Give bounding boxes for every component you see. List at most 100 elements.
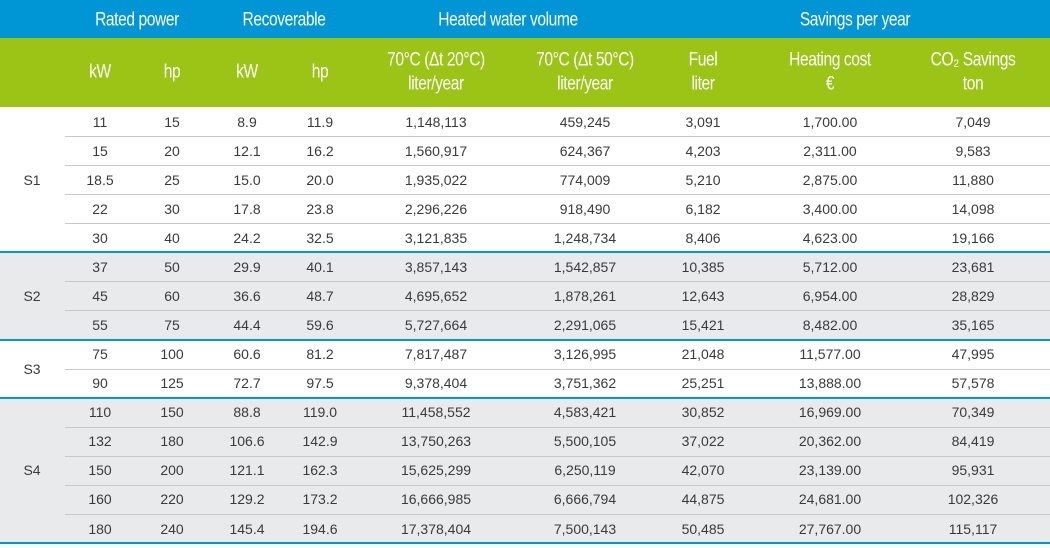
cell: 918,490	[559, 200, 611, 217]
column-header: kW	[89, 61, 111, 83]
cell: 4,583,421	[553, 404, 617, 421]
cell: 25	[164, 171, 180, 188]
cell: 1,542,857	[553, 258, 617, 275]
group-line	[0, 251, 1050, 254]
group-header: Recoverable	[242, 9, 326, 31]
cell: 14,098	[951, 200, 995, 217]
column-header: ton	[962, 73, 984, 95]
cell: 25,251	[681, 375, 725, 392]
group-label: S2	[23, 287, 41, 304]
cell: 6,666,794	[553, 491, 617, 508]
column-header: liter/year	[557, 73, 613, 95]
row-line	[65, 426, 1050, 428]
group-label: S4	[23, 462, 41, 479]
cell: 162.3	[302, 462, 338, 479]
cell: 5,712.00	[802, 258, 858, 275]
cell: 11,880	[952, 171, 994, 188]
cell: 10,385	[681, 258, 725, 275]
cell: 35,165	[951, 317, 995, 334]
cell: 44,875	[681, 491, 725, 508]
cell: 8,482.00	[802, 317, 858, 334]
group-label: S1	[23, 171, 41, 188]
row-line	[65, 368, 1050, 370]
cell: 142.9	[302, 433, 338, 450]
cell: 29.9	[233, 258, 261, 275]
cell: 55	[92, 317, 108, 334]
column-header: liter/year	[408, 73, 464, 95]
cell: 50,485	[681, 520, 725, 537]
cell: 5,727,664	[404, 317, 468, 334]
column-header: liter	[691, 73, 715, 95]
cell: 30	[164, 200, 180, 217]
row-line	[65, 455, 1050, 457]
cell: 5,210	[685, 171, 721, 188]
column-header: kW	[236, 61, 258, 83]
cell: 102,326	[947, 491, 999, 508]
cell: 13,888.00	[798, 375, 862, 392]
cell: 160	[88, 491, 112, 508]
cell: 36.6	[233, 287, 261, 304]
cell: 4,695,652	[404, 287, 468, 304]
cell: 8,406	[685, 229, 721, 246]
cell: 15	[92, 142, 108, 159]
cell: 145.4	[229, 520, 265, 537]
cell: 220	[160, 491, 184, 508]
cell: 3,751,362	[553, 375, 617, 392]
cell: 16,666,985	[400, 491, 472, 508]
cell: 1,248,734	[553, 229, 617, 246]
cell: 121.1	[229, 462, 265, 479]
row-line	[65, 484, 1050, 486]
cell: 20	[164, 142, 180, 159]
column-header-bar	[0, 38, 1050, 107]
cell: 81.2	[306, 346, 334, 363]
cell: 15,421	[681, 317, 725, 334]
row-line	[65, 513, 1050, 515]
cell: 95,931	[951, 462, 995, 479]
cell: 16,969.00	[798, 404, 862, 421]
cell: 30	[92, 229, 108, 246]
cell: 72.7	[233, 375, 261, 392]
cell: 624,367	[559, 142, 611, 159]
row-line	[65, 194, 1050, 196]
cell: 3,126,995	[553, 346, 617, 363]
cell: 150	[160, 404, 184, 421]
cell: 11,577.00	[799, 346, 861, 363]
cell: 125	[160, 375, 184, 392]
cell: 15,625,299	[400, 462, 472, 479]
cell: 12.1	[233, 142, 261, 159]
cell: 173.2	[302, 491, 338, 508]
group-background	[0, 397, 1050, 544]
cell: 40	[164, 229, 180, 246]
row-line	[65, 165, 1050, 167]
cell: 2,291,065	[553, 317, 617, 334]
cell: 59.6	[306, 317, 334, 334]
cell: 47,995	[951, 346, 995, 363]
column-header: 70°C (Δt 50°C)	[536, 49, 634, 71]
group-label: S3	[23, 360, 41, 377]
cell: 90	[92, 375, 108, 392]
row-line	[65, 223, 1050, 225]
group-header: Rated power	[95, 9, 179, 31]
cell: 110	[88, 404, 112, 421]
column-header: CO₂ Savings	[930, 49, 1016, 71]
cell: 17,378,404	[400, 520, 472, 537]
cell: 23,681	[951, 258, 995, 275]
cell: 1,935,022	[404, 171, 468, 188]
cell: 17.8	[233, 200, 261, 217]
cell: 18.5	[86, 171, 114, 188]
cell: 15	[164, 113, 180, 130]
cell: 150	[88, 462, 112, 479]
cell: 19,166	[951, 229, 995, 246]
cell: 70,349	[951, 404, 995, 421]
cell: 4,623.00	[802, 229, 858, 246]
cell: 115,117	[948, 520, 998, 537]
cell: 106.6	[229, 433, 265, 450]
cell: 24,681.00	[798, 491, 862, 508]
cell: 3,121,835	[404, 229, 468, 246]
cell: 4,203	[685, 142, 721, 159]
cell: 20,362.00	[798, 433, 862, 450]
cell: 11,458,552	[401, 404, 471, 421]
cell: 97.5	[306, 375, 334, 392]
column-header: Heating cost	[789, 49, 871, 71]
